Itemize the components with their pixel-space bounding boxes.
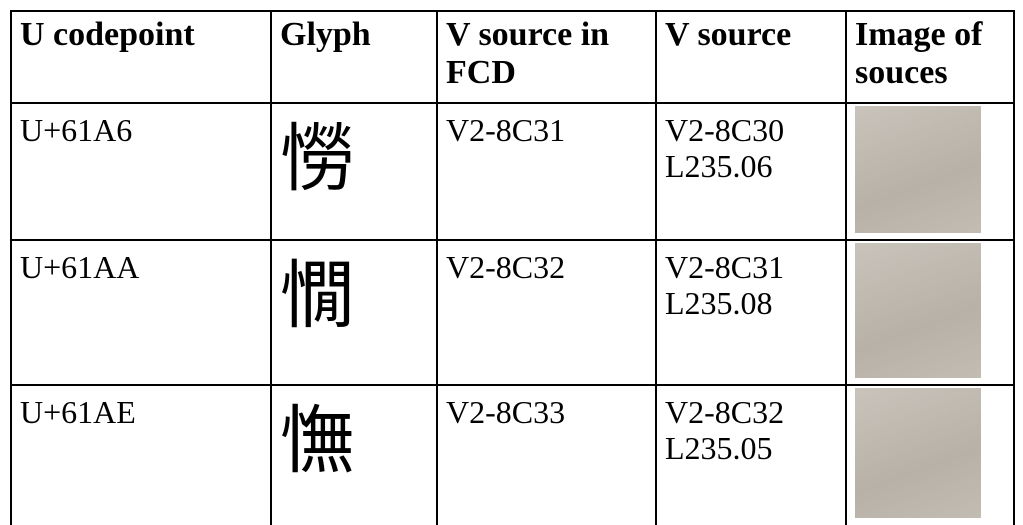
v-source-line: V2-8C31 <box>665 249 785 285</box>
glyph-cell: 憪 <box>270 239 438 386</box>
header-cell: U codepoint <box>10 10 272 104</box>
v-source-line: V2-8C32 <box>665 394 785 430</box>
source-image <box>855 243 981 378</box>
header-cell: Glyph <box>270 10 438 104</box>
table-body: U+61A6 憦 V2-8C31 V2-8C30 L235.06 U+61AA 憪 V2-8C… <box>10 102 1015 525</box>
codepoint-cell: U+61AA <box>10 239 272 386</box>
codepoint-cell: U+61A6 <box>10 102 272 241</box>
header-cell: V source in FCD <box>436 10 657 104</box>
source-table: U codepoint Glyph V source in FCD V source I… <box>10 10 1015 525</box>
image-cell <box>845 102 1015 241</box>
glyph-cell: 憮 <box>270 384 438 525</box>
v-source-cell: V2-8C31 L235.08 <box>655 239 847 386</box>
header-cell: Image of souces <box>845 10 1015 104</box>
v-source-line: V2-8C30 <box>665 112 785 148</box>
glyph-cell: 憦 <box>270 102 438 241</box>
v-source-cell: V2-8C32 L235.05 <box>655 384 847 525</box>
header-cell: V source <box>655 10 847 104</box>
v-source-line: L235.06 <box>665 148 773 184</box>
table-row: U+61AE 憮 V2-8C33 V2-8C32 L235.05 <box>10 384 1015 525</box>
fcd-source-cell: V2-8C31 <box>436 102 657 241</box>
fcd-source-cell: V2-8C32 <box>436 239 657 386</box>
header-row: U codepoint Glyph V source in FCD V source I… <box>10 10 1015 104</box>
image-cell <box>845 239 1015 386</box>
codepoint-cell: U+61AE <box>10 384 272 525</box>
table-row: U+61A6 憦 V2-8C31 V2-8C30 L235.06 <box>10 102 1015 241</box>
source-image <box>855 106 981 233</box>
source-image <box>855 388 981 518</box>
v-source-cell: V2-8C30 L235.06 <box>655 102 847 241</box>
image-cell <box>845 384 1015 525</box>
v-source-line: L235.08 <box>665 285 773 321</box>
v-source-line: L235.05 <box>665 430 773 466</box>
fcd-source-cell: V2-8C33 <box>436 384 657 525</box>
table-row: U+61AA 憪 V2-8C32 V2-8C31 L235.08 <box>10 239 1015 386</box>
